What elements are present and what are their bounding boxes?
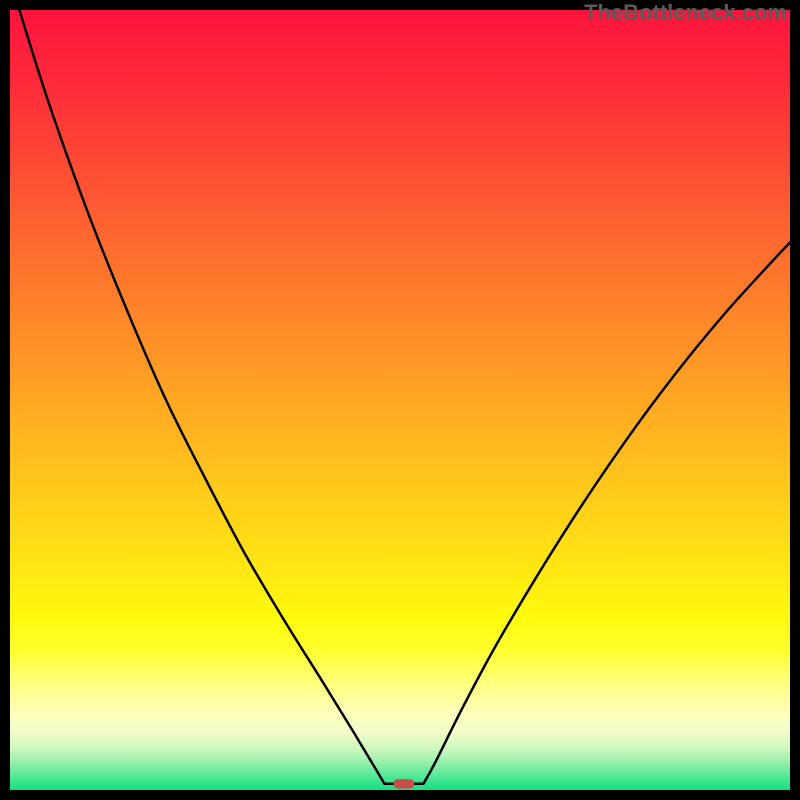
- plot-area: [10, 10, 790, 790]
- chart-container: TheBottleneck.com: [0, 0, 800, 800]
- bottleneck-curve-path: [19, 10, 790, 784]
- trough-marker: [393, 779, 414, 788]
- watermark-text: TheBottleneck.com: [584, 0, 787, 26]
- bottleneck-curve-svg: [10, 10, 790, 790]
